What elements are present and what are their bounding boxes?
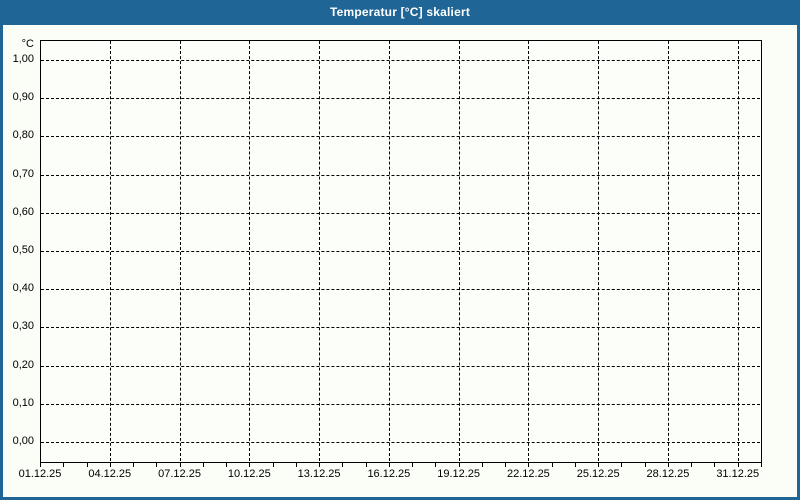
grid-line-horizontal <box>41 365 760 367</box>
x-axis-tick-label: 22.12.25 <box>506 468 550 480</box>
x-axis-tick-mark <box>179 463 181 467</box>
x-axis-tick-label: 13.12.25 <box>297 468 341 480</box>
chart-area: °C 1,00 0,90 0,80 0,70 0,60 0,50 0,40 0,30 0,20 0… <box>3 25 797 497</box>
x-axis-tick-label: 25.12.25 <box>576 468 620 480</box>
x-axis-tick-mark <box>109 463 111 467</box>
grid-line-horizontal <box>41 442 760 443</box>
y-axis-tick-label: 0,10 <box>12 396 34 409</box>
x-axis-tick-mark <box>40 463 41 467</box>
x-axis-tick-mark <box>156 463 158 467</box>
x-axis-tick-mark <box>435 463 437 467</box>
x-axis-tick-mark <box>761 463 762 467</box>
x-axis-tick-mark <box>388 463 390 467</box>
y-axis-tick-label: 0,80 <box>12 129 34 142</box>
x-axis-tick-mark <box>574 463 576 467</box>
grid-line-horizontal <box>41 212 760 214</box>
x-axis-tick-mark <box>598 463 600 467</box>
x-axis-tick-mark <box>667 463 669 467</box>
grid-line-horizontal <box>41 251 760 252</box>
x-axis-tick-label: 19.12.25 <box>437 468 481 480</box>
x-axis-tick-mark <box>551 463 553 467</box>
grid-line-vertical <box>109 41 111 461</box>
x-axis-tick-mark <box>412 463 414 467</box>
x-axis-tick-label: 07.12.25 <box>158 468 201 480</box>
y-axis-tick-label: 0,00 <box>12 435 34 447</box>
x-axis-tick-label: 28.12.25 <box>646 468 690 480</box>
grid-line-vertical <box>528 41 530 461</box>
x-axis-tick-mark <box>458 463 460 467</box>
x-axis-tick-mark <box>295 463 297 467</box>
x-axis-tick-mark <box>342 463 344 467</box>
x-axis-tick-mark <box>644 463 646 467</box>
y-axis-tick-label: 0,40 <box>12 282 34 295</box>
x-axis-tick-label: 01.12.25 <box>18 468 62 480</box>
grid-line-vertical <box>179 41 181 461</box>
x-axis-tick-mark <box>691 463 693 467</box>
grid-line-horizontal <box>41 174 760 176</box>
x-axis-tick-mark <box>319 463 321 467</box>
x-axis-tick-mark <box>226 463 228 467</box>
grid-line-horizontal <box>41 136 760 138</box>
x-axis-tick-mark <box>202 463 204 467</box>
grid-line-vertical <box>458 41 460 461</box>
x-axis-tick-label: 16.12.25 <box>367 468 411 480</box>
x-axis-tick-mark <box>505 463 507 467</box>
x-axis-tick-mark <box>86 463 88 467</box>
title-bar: Temperatur [°C] skaliert <box>0 0 800 25</box>
grid-line-horizontal <box>41 98 760 100</box>
grid-line-vertical <box>388 41 390 461</box>
window-frame-left <box>0 25 3 500</box>
y-axis-tick-label: 0,70 <box>12 167 34 180</box>
y-axis-tick-label: 1,00 <box>12 53 34 65</box>
x-axis-tick-mark <box>133 463 135 467</box>
x-axis-tick-label: 31.12.25 <box>716 468 760 480</box>
x-axis-tick-mark <box>714 463 716 467</box>
window-title: Temperatur [°C] skaliert <box>329 5 471 19</box>
grid-line-vertical <box>319 41 321 461</box>
grid-line-horizontal <box>41 60 760 61</box>
y-axis-tick-label: 0,20 <box>12 358 34 371</box>
grid-line-vertical <box>249 41 251 461</box>
grid-line-horizontal <box>41 327 760 329</box>
y-axis-tick-label: 0,60 <box>12 205 34 218</box>
y-axis-tick-label: 0,90 <box>12 91 34 104</box>
window-frame-bottom <box>0 497 800 500</box>
grid-line-horizontal <box>41 289 760 291</box>
y-axis-tick-label: 0,50 <box>12 244 34 256</box>
x-axis-tick-mark <box>528 463 530 467</box>
grid-line-vertical <box>737 41 739 461</box>
x-axis-tick-mark <box>737 463 739 467</box>
window-frame-right <box>797 25 800 500</box>
x-axis-tick-label: 10.12.25 <box>227 468 271 480</box>
y-axis-tick-label: 0,30 <box>12 320 34 333</box>
grid-line-vertical <box>598 41 600 461</box>
grid-line-vertical <box>667 41 669 461</box>
grid-line-horizontal <box>41 403 760 405</box>
x-axis-tick-mark <box>272 463 274 467</box>
y-axis-unit-label: °C <box>21 38 34 50</box>
x-axis-tick-mark <box>481 463 483 467</box>
x-axis-tick-mark <box>63 463 65 467</box>
x-axis-tick-mark <box>621 463 623 467</box>
x-axis-tick-label: 04.12.25 <box>88 468 132 480</box>
x-axis-tick-mark <box>365 463 367 467</box>
x-axis-tick-mark <box>249 463 251 467</box>
